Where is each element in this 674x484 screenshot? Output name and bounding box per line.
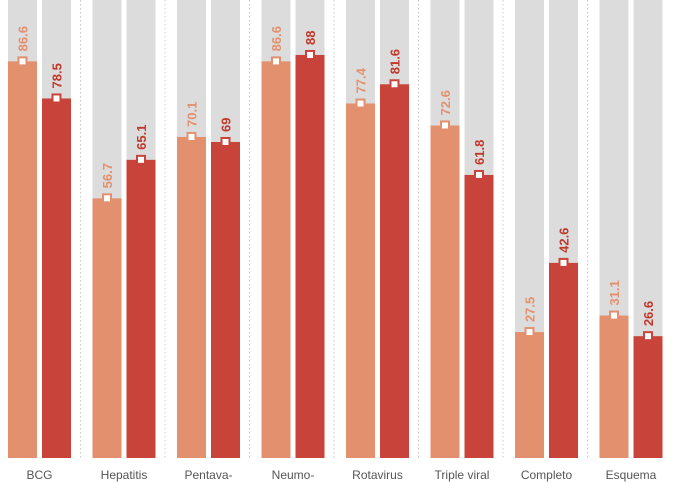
bar-marker	[220, 136, 231, 147]
bar-marker	[474, 169, 484, 180]
bar	[633, 336, 663, 458]
data-label: 61.8	[472, 140, 487, 165]
category-label: Esquema	[606, 468, 657, 482]
bar-marker	[440, 120, 450, 131]
data-label: 88	[303, 30, 318, 44]
data-label: 31.1	[607, 280, 622, 305]
category-label: Rotavirus	[352, 468, 403, 482]
bar-marker	[136, 154, 146, 165]
category-label: Completo	[521, 468, 573, 482]
bar-marker	[186, 131, 197, 142]
bar-marker	[271, 56, 281, 67]
bar	[464, 174, 494, 458]
category-label: Triple viral	[435, 468, 490, 482]
bar	[430, 125, 460, 458]
bar	[515, 332, 544, 458]
category-label: Pentava-	[184, 468, 232, 482]
bar	[599, 315, 629, 458]
data-label: 69	[219, 118, 234, 132]
bar	[42, 98, 71, 458]
data-label: 70.1	[185, 102, 200, 127]
bar	[549, 262, 578, 458]
bar-marker	[609, 310, 619, 321]
data-label: 56.7	[100, 163, 115, 188]
data-label: 42.6	[557, 228, 572, 253]
bar-marker	[524, 327, 535, 338]
data-label: 27.5	[523, 297, 538, 322]
bar-marker	[102, 193, 112, 204]
bar-marker	[558, 257, 569, 268]
bar	[8, 61, 37, 458]
bar	[92, 198, 122, 458]
data-label: 77.4	[354, 67, 369, 93]
data-label: 65.1	[134, 125, 149, 150]
bar-marker	[355, 98, 366, 109]
data-label: 72.6	[438, 90, 453, 115]
bar-marker	[305, 49, 315, 60]
bar	[380, 84, 409, 458]
bar	[211, 141, 240, 459]
data-label: 78.5	[50, 63, 65, 88]
category-label: Neumo-	[272, 468, 315, 482]
data-label: 86.6	[269, 26, 284, 51]
data-label: 86.6	[16, 26, 31, 51]
bar-marker	[643, 331, 653, 342]
bar	[261, 61, 291, 458]
bar-marker	[17, 56, 28, 67]
data-label: 26.6	[641, 301, 656, 326]
bar	[295, 54, 325, 459]
data-label: 81.6	[388, 49, 403, 74]
bar-marker	[51, 93, 62, 104]
bar-marker	[389, 79, 400, 90]
bar	[126, 159, 156, 459]
bar	[177, 136, 206, 458]
bar	[346, 103, 375, 459]
category-label: BCG	[26, 468, 52, 482]
category-label: Hepatitis	[101, 468, 148, 482]
